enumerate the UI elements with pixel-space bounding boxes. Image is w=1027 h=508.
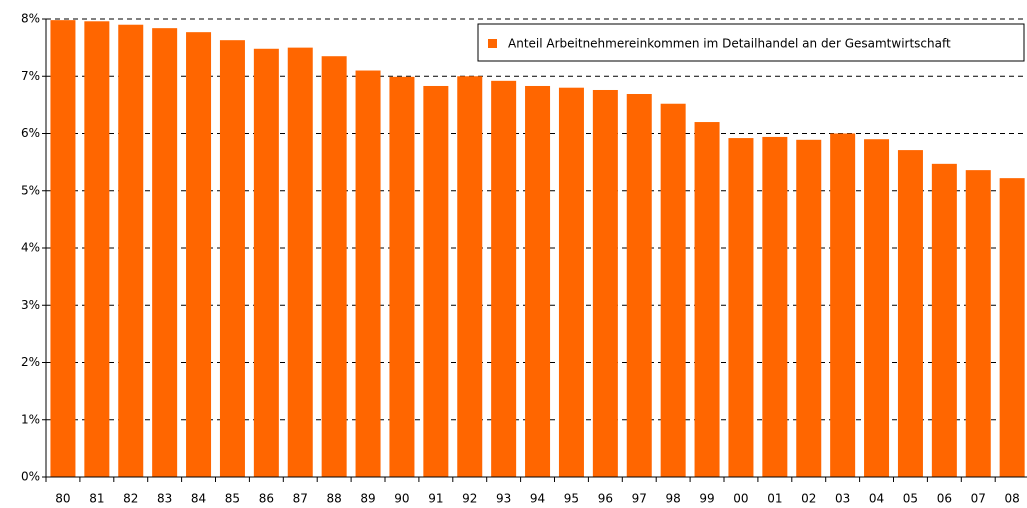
x-tick-label: 85: [225, 492, 240, 506]
x-tick-label: 92: [462, 492, 477, 506]
legend-box: [477, 23, 1025, 62]
x-tick-label: 82: [123, 492, 138, 506]
bar: [592, 89, 618, 478]
bar: [864, 139, 890, 477]
bar: [491, 80, 517, 477]
bar: [186, 32, 212, 477]
x-tick-label: 86: [259, 492, 274, 506]
bar: [355, 70, 381, 478]
x-tick-label: 04: [869, 492, 884, 506]
y-tick-label: 8%: [21, 12, 40, 26]
bar: [321, 56, 347, 478]
bar: [626, 93, 652, 477]
legend-swatch: [488, 39, 497, 48]
bar: [999, 178, 1025, 477]
bar: [796, 139, 822, 478]
x-tick-label: 97: [632, 492, 647, 506]
bar: [287, 47, 313, 477]
x-tick-label: 06: [937, 492, 952, 506]
bar: [118, 24, 144, 477]
y-tick-label: 6%: [21, 126, 40, 140]
x-tick-label: 84: [191, 492, 206, 506]
x-tick-label: 83: [157, 492, 172, 506]
bar: [897, 150, 923, 478]
x-tick-label: 07: [971, 492, 986, 506]
x-tick-label: 94: [530, 492, 545, 506]
x-tick-label: 05: [903, 492, 918, 506]
x-tick-label: 96: [598, 492, 613, 506]
x-tick-label: 95: [564, 492, 579, 506]
bar: [525, 85, 551, 478]
bar: [694, 122, 720, 478]
y-tick-label: 3%: [21, 298, 40, 312]
y-tick-label: 4%: [21, 241, 40, 255]
x-tick-label: 99: [699, 492, 714, 506]
x-tick-label: 01: [767, 492, 782, 506]
x-tick-label: 89: [360, 492, 375, 506]
bar: [762, 136, 788, 477]
x-tick-label: 91: [428, 492, 443, 506]
bar: [84, 21, 110, 477]
x-tick-label: 08: [1005, 492, 1020, 506]
y-tick-label: 7%: [21, 69, 40, 83]
y-tick-label: 5%: [21, 183, 40, 197]
bar: [558, 87, 584, 477]
bar: [152, 28, 178, 477]
y-tick-label: 1%: [21, 412, 40, 426]
legend-label: Anteil Arbeitnehmereinkommen im Detailha…: [508, 37, 951, 51]
x-tick-label: 03: [835, 492, 850, 506]
x-tick-label: 87: [293, 492, 308, 506]
x-tick-label: 93: [496, 492, 511, 506]
bar: [728, 138, 754, 477]
x-tick-label: 88: [327, 492, 342, 506]
bar: [660, 103, 686, 477]
bar: [931, 163, 957, 477]
bar: [423, 85, 449, 478]
bar: [219, 40, 245, 478]
y-tick-label: 2%: [21, 355, 40, 369]
bar: [389, 76, 415, 477]
bar: [830, 133, 856, 477]
bar: [457, 76, 483, 477]
x-tick-label: 81: [89, 492, 104, 506]
x-tick-label: 00: [733, 492, 748, 506]
x-tick-label: 02: [801, 492, 816, 506]
x-tick-label: 80: [55, 492, 70, 506]
bar: [50, 20, 76, 478]
x-tick-label: 90: [394, 492, 409, 506]
x-tick-label: 98: [666, 492, 681, 506]
bar: [253, 48, 279, 478]
y-tick-label: 0%: [21, 470, 40, 484]
bar: [965, 170, 991, 477]
